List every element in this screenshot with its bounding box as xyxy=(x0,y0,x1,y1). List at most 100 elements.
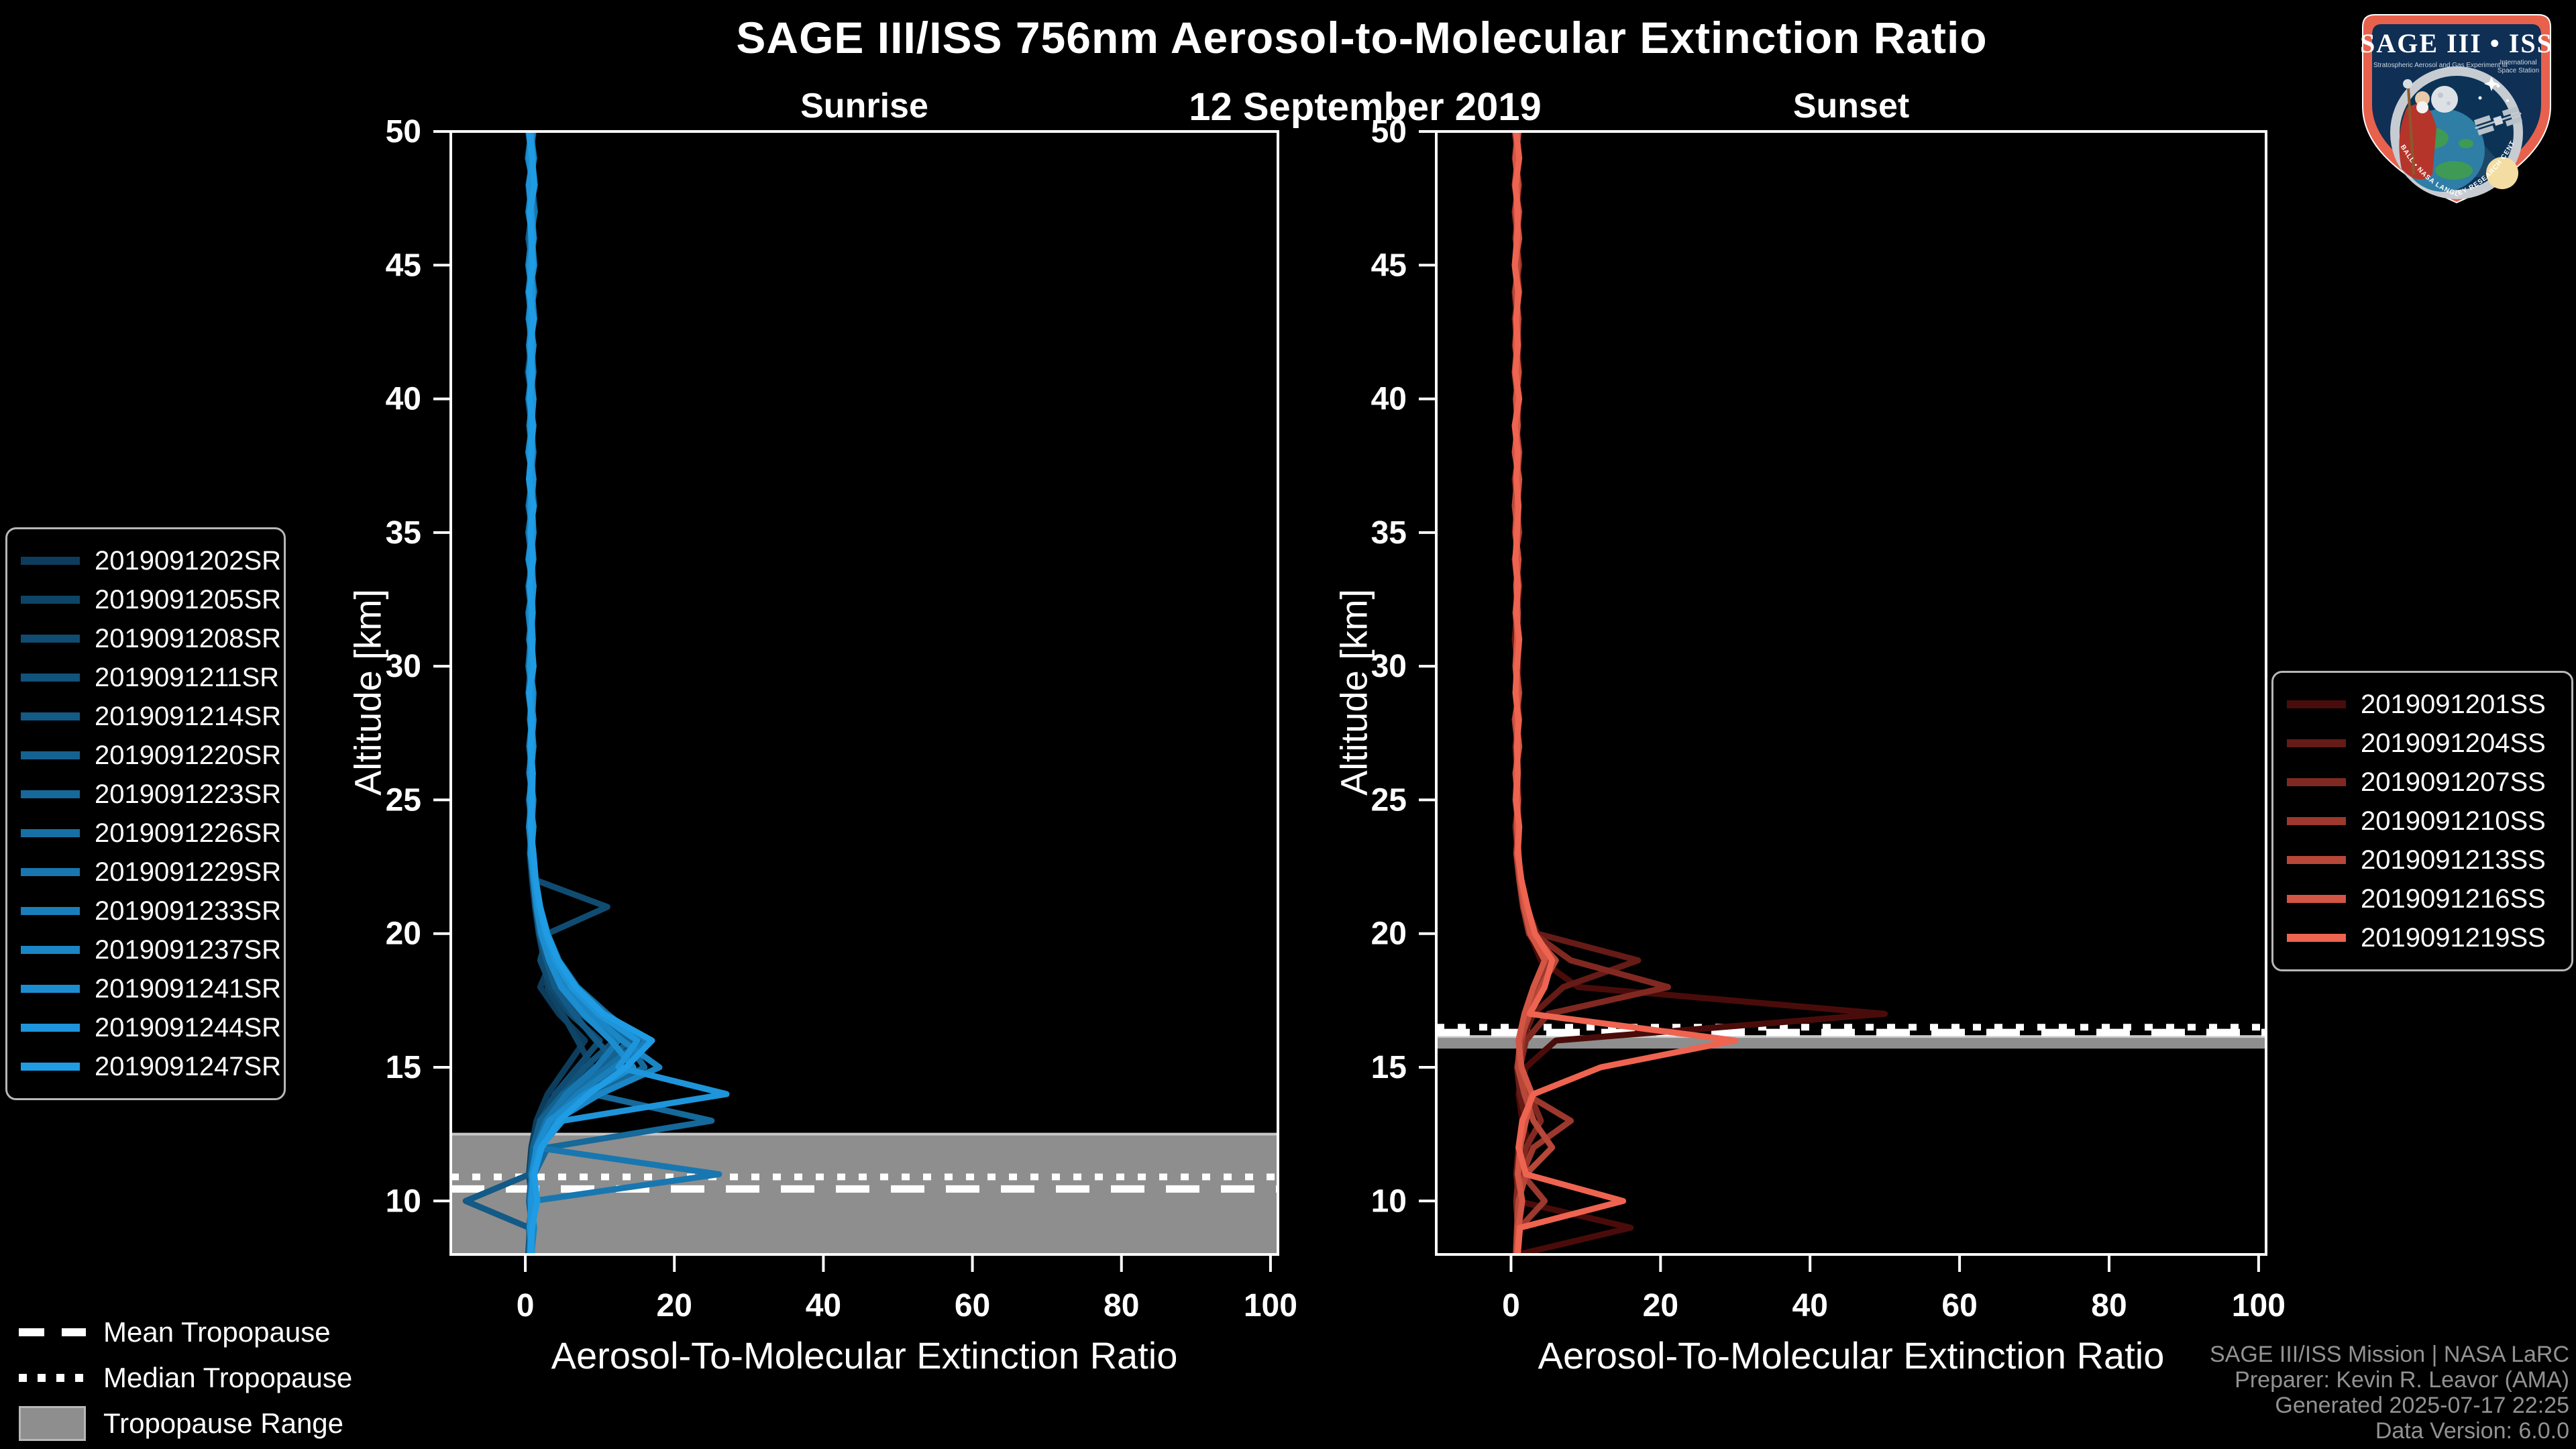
svg-text:40: 40 xyxy=(1371,382,1407,417)
panel-sunset: 0 20 40 60 80 100 10 15 20 25 30 35 40 45 50 xyxy=(1371,114,2286,1324)
legend-item: 2019091216SS xyxy=(2273,879,2571,918)
logo-earth-land-3 xyxy=(2459,139,2473,148)
legend-item: 2019091205SR xyxy=(7,580,284,619)
legend-line-swatch xyxy=(2287,895,2346,903)
legend-line-swatch xyxy=(2287,739,2346,747)
logo-sage-beard xyxy=(2416,101,2428,113)
svg-text:80: 80 xyxy=(2091,1288,2127,1324)
plot-area-sunset xyxy=(1436,131,2266,1254)
legend-line-swatch xyxy=(21,557,80,565)
legend-label: 2019091205SR xyxy=(95,584,282,614)
median-tropopause-dotted-swatch xyxy=(19,1373,86,1383)
legend-item: 2019091211SR xyxy=(7,658,284,697)
legend-line-swatch xyxy=(21,635,80,643)
legend-label: 2019091220SR xyxy=(95,740,282,770)
tropopause-range-band xyxy=(1436,1036,2266,1049)
median-tropopause-legend-row: Median Tropopause xyxy=(19,1355,488,1401)
legend-item: 2019091202SR xyxy=(7,541,284,580)
series-line-2019091207SS xyxy=(1511,131,1671,1254)
logo-moon-crater-1 xyxy=(2438,93,2443,98)
legend-item: 2019091233SR xyxy=(7,892,284,930)
legend-line-swatch xyxy=(2287,778,2346,786)
attribution-block: SAGE III/ISS Mission | NASA LaRC Prepare… xyxy=(2210,1342,2569,1444)
legend-item: 2019091244SR xyxy=(7,1008,284,1047)
series-line-2019091219SS xyxy=(1511,131,1739,1254)
legend-line-swatch xyxy=(21,1063,80,1071)
svg-text:60: 60 xyxy=(1941,1288,1977,1324)
y-axis-label-sunset: Altitude [km] xyxy=(1332,588,1375,796)
plot-area-sunrise xyxy=(451,131,1278,1254)
legend-item: 2019091220SR xyxy=(7,736,284,775)
attribution-generated: Generated 2025-07-17 22:25 xyxy=(2275,1393,2569,1418)
attribution-mission: SAGE III/ISS Mission | NASA LaRC xyxy=(2209,1342,2569,1367)
svg-text:40: 40 xyxy=(806,1288,841,1324)
legend-label: 2019091216SS xyxy=(2361,883,2546,914)
svg-text:45: 45 xyxy=(386,248,421,283)
svg-text:10: 10 xyxy=(1371,1183,1407,1219)
logo-moon-crater-2 xyxy=(2447,101,2451,105)
legend-line-swatch xyxy=(21,1024,80,1032)
legend-item: 2019091214SR xyxy=(7,697,284,736)
legend-line-swatch xyxy=(21,596,80,604)
legend-line-swatch xyxy=(2287,700,2346,708)
legend-item: 2019091207SS xyxy=(2273,763,2571,802)
legend-item: 2019091241SR xyxy=(7,969,284,1008)
logo-subtitle-right-2: Space Station xyxy=(2498,67,2539,74)
x-ticks-sunrise: 0 20 40 60 80 100 xyxy=(517,1254,1297,1324)
tropopause-range-label: Tropopause Range xyxy=(103,1407,344,1439)
logo-earth-land-2 xyxy=(2435,161,2473,180)
legend-item: 2019091208SR xyxy=(7,619,284,658)
logo-stars xyxy=(2478,76,2509,102)
main-title: SAGE III/ISS 756nm Aerosol-to-Molecular … xyxy=(736,13,1988,62)
legend-line-swatch xyxy=(2287,856,2346,864)
legend-label: 2019091211SR xyxy=(95,662,280,692)
logo-iss xyxy=(2473,106,2523,136)
legend-line-swatch xyxy=(21,712,80,720)
legend-item: 2019091223SR xyxy=(7,775,284,814)
logo-title: SAGE III • ISS xyxy=(2360,28,2553,58)
legend-label: 2019091204SS xyxy=(2361,728,2546,758)
legend-label: 2019091247SR xyxy=(95,1051,282,1081)
legend-item: 2019091210SS xyxy=(2273,802,2571,841)
svg-text:25: 25 xyxy=(1371,782,1407,818)
svg-text:30: 30 xyxy=(386,649,421,684)
series-line-2019091233SR xyxy=(525,131,651,1254)
series-line-2019091201SS xyxy=(1511,131,1888,1254)
legend-line-swatch xyxy=(2287,934,2346,942)
legend-label: 2019091229SR xyxy=(95,857,282,887)
legend-sunset: 2019091201SS 2019091204SS 2019091207SS 2019… xyxy=(2271,671,2573,971)
legend-item: 2019091219SS xyxy=(2273,918,2571,957)
logo-sage-staff xyxy=(2407,87,2415,175)
y-ticks-sunset: 10 15 20 25 30 35 40 45 50 xyxy=(1371,114,1436,1219)
legend-line-swatch xyxy=(21,674,80,682)
logo-staff-orb xyxy=(2403,79,2412,89)
x-ticks-sunset: 0 20 40 60 80 100 xyxy=(1502,1254,2286,1324)
legend-sunrise: 2019091202SR 2019091205SR 2019091208SR 2019… xyxy=(5,527,286,1100)
legend-label: 2019091202SR xyxy=(95,545,282,576)
legend-label: 2019091241SR xyxy=(95,973,282,1004)
tropopause-legend: Mean Tropopause Median Tropopause Tropop… xyxy=(19,1309,488,1446)
legend-item: 2019091247SR xyxy=(7,1047,284,1086)
svg-text:80: 80 xyxy=(1104,1288,1139,1324)
panel-title-sunrise: Sunrise xyxy=(800,87,928,125)
svg-text:30: 30 xyxy=(1371,649,1407,684)
svg-text:20: 20 xyxy=(386,916,421,952)
logo-sage-head xyxy=(2415,91,2430,106)
legend-line-swatch xyxy=(21,868,80,876)
legend-label: 2019091210SS xyxy=(2361,806,2546,836)
svg-text:40: 40 xyxy=(386,382,421,417)
logo-subtitle-left: Stratospheric Aerosol and Gas Experiment… xyxy=(2373,62,2508,69)
svg-text:25: 25 xyxy=(386,782,421,818)
series-line-2019091204SS xyxy=(1511,131,1642,1254)
mean-tropopause-dashed-swatch xyxy=(19,1328,86,1337)
subtitle-date: 12 September 2019 xyxy=(1189,85,1542,129)
attribution-preparer: Preparer: Kevin R. Leavor (AMA) xyxy=(2235,1367,2569,1393)
legend-label: 2019091233SR xyxy=(95,896,282,926)
svg-text:50: 50 xyxy=(1371,114,1407,150)
x-axis-label-sunrise: Aerosol-To-Molecular Extinction Ratio xyxy=(551,1334,1178,1377)
svg-text:100: 100 xyxy=(1244,1288,1297,1324)
attribution-data-version: Data Version: 6.0.0 xyxy=(2375,1418,2569,1444)
axes-frame xyxy=(1435,130,2267,1256)
legend-label: 2019091213SS xyxy=(2361,845,2546,875)
